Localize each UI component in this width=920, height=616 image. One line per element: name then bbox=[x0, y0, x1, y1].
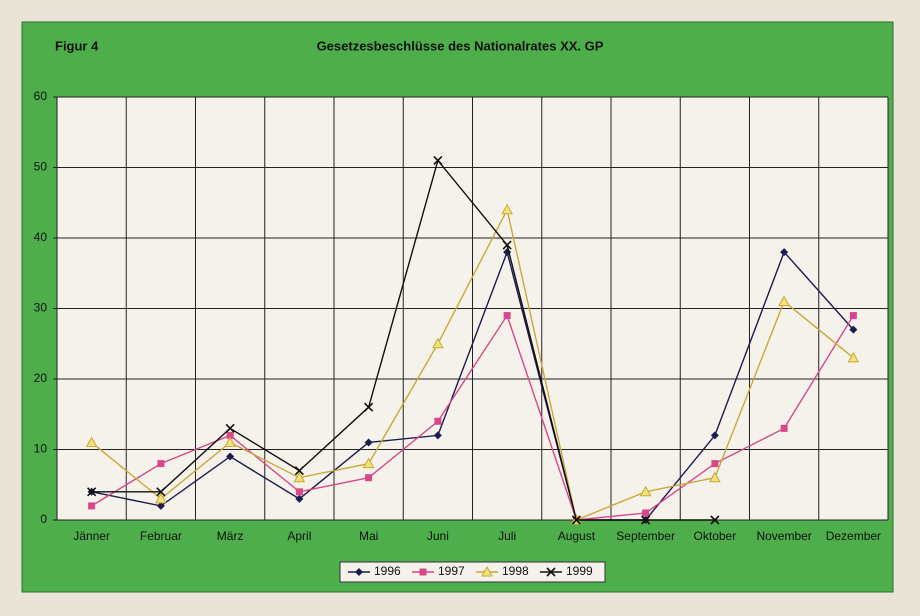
data-point bbox=[293, 471, 306, 483]
data-point bbox=[88, 502, 96, 510]
data-point bbox=[295, 488, 303, 496]
series-line bbox=[91, 207, 854, 521]
data-point bbox=[433, 431, 442, 440]
data-point bbox=[362, 457, 375, 469]
data-point bbox=[571, 515, 581, 525]
data-point bbox=[502, 240, 512, 250]
data-point bbox=[849, 325, 858, 334]
data-point bbox=[711, 460, 719, 468]
x-tick-label: November bbox=[756, 529, 811, 543]
data-point bbox=[780, 424, 788, 432]
data-point bbox=[847, 351, 860, 363]
x-tick-label: Juli bbox=[498, 529, 516, 543]
legend-label: 1996 bbox=[374, 564, 401, 578]
y-tick-label: 10 bbox=[34, 442, 48, 456]
data-point bbox=[710, 515, 720, 525]
y-tick-label: 60 bbox=[34, 89, 48, 103]
series-line bbox=[91, 313, 854, 521]
data-point bbox=[503, 312, 511, 320]
x-tick-label: April bbox=[287, 529, 311, 543]
data-point bbox=[709, 471, 721, 483]
data-point bbox=[641, 515, 651, 525]
legend-label: 1999 bbox=[566, 564, 593, 578]
data-point bbox=[639, 485, 652, 497]
x-tick-label: September bbox=[616, 529, 675, 543]
legend-label: 1997 bbox=[438, 564, 465, 578]
data-point bbox=[710, 431, 719, 440]
data-point bbox=[156, 487, 166, 497]
data-point bbox=[295, 494, 304, 503]
data-point bbox=[226, 431, 234, 439]
x-tick-label: März bbox=[217, 529, 244, 543]
data-point bbox=[434, 417, 442, 425]
legend-marker bbox=[481, 565, 493, 577]
x-tick-label: Februar bbox=[140, 529, 182, 543]
data-point bbox=[294, 466, 304, 476]
data-point bbox=[365, 474, 373, 482]
data-point bbox=[225, 423, 235, 433]
legend-label: 1998 bbox=[502, 564, 529, 578]
x-tick-label: Jänner bbox=[73, 529, 110, 543]
y-tick-label: 0 bbox=[40, 512, 47, 526]
y-tick-label: 40 bbox=[34, 230, 48, 244]
data-point bbox=[226, 452, 235, 461]
legend-marker bbox=[419, 568, 427, 576]
x-tick-label: August bbox=[558, 529, 596, 543]
data-point bbox=[778, 295, 790, 306]
legend bbox=[339, 561, 606, 583]
figure-label: Figur 4 bbox=[55, 38, 99, 53]
y-tick-label: 30 bbox=[34, 301, 48, 315]
data-point bbox=[157, 460, 165, 468]
data-point bbox=[642, 509, 650, 517]
data-point bbox=[433, 155, 443, 166]
data-point bbox=[155, 492, 167, 504]
data-point bbox=[364, 402, 374, 412]
data-point bbox=[432, 337, 444, 349]
x-tick-label: Juni bbox=[427, 529, 449, 543]
x-tick-label: Oktober bbox=[694, 529, 737, 543]
data-point bbox=[501, 203, 513, 215]
data-point bbox=[780, 248, 789, 257]
y-tick-label: 20 bbox=[34, 371, 48, 385]
data-point bbox=[156, 501, 165, 510]
data-point bbox=[87, 487, 97, 497]
data-point bbox=[224, 436, 236, 447]
legend-marker bbox=[546, 567, 556, 577]
x-tick-label: Dezember bbox=[826, 529, 881, 543]
chart-title: Gesetzesbeschlüsse des Nationalrates XX.… bbox=[317, 38, 604, 53]
legend-marker bbox=[355, 568, 363, 576]
data-point bbox=[85, 436, 98, 447]
y-tick-label: 50 bbox=[34, 160, 48, 174]
data-point bbox=[364, 438, 373, 447]
series-line bbox=[91, 158, 715, 521]
x-tick-label: Mai bbox=[359, 529, 378, 543]
series-line bbox=[91, 249, 854, 521]
data-point bbox=[849, 312, 857, 320]
